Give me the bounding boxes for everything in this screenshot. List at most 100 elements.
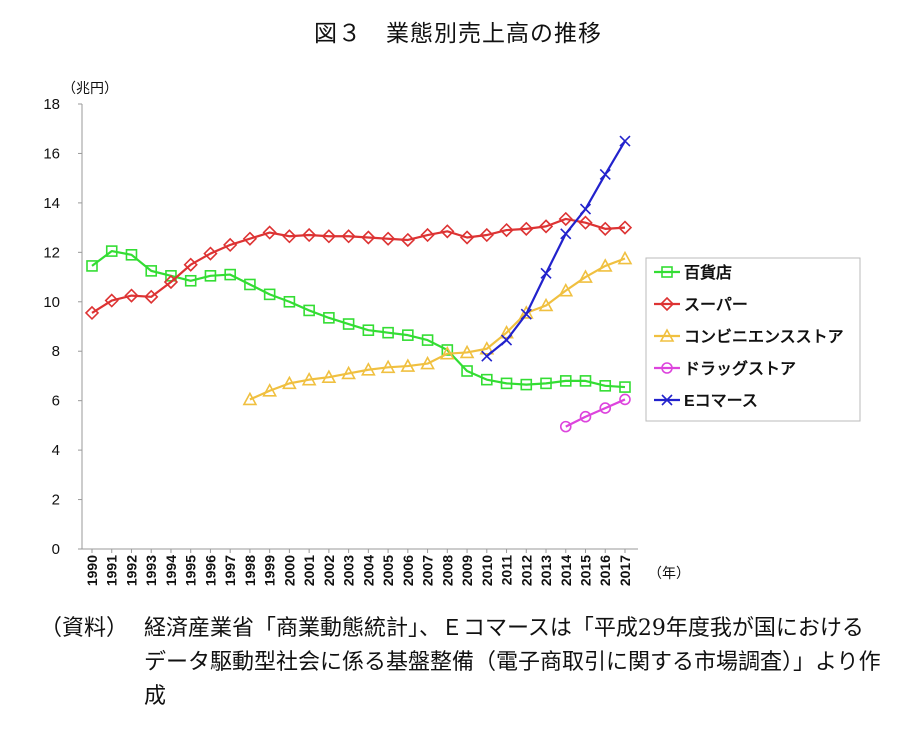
data-point (380, 359, 396, 374)
data-point (499, 325, 514, 339)
data-point (579, 410, 592, 423)
data-point (402, 329, 414, 341)
y-tick-label: 8 (52, 343, 60, 360)
data-point (520, 308, 532, 320)
data-point (421, 334, 434, 346)
data-point (619, 135, 631, 147)
legend-marker (661, 362, 673, 374)
source-text: 経済産業省「商業動態統計」、Ｅコマースは「平成29年度我が国におけるデータ駆動型… (144, 616, 881, 709)
x-tick-label: 2008 (439, 555, 455, 586)
data-point (204, 270, 217, 282)
x-tick-label: 1994 (163, 555, 179, 586)
data-point (538, 297, 554, 312)
y-tick-label: 0 (52, 541, 60, 558)
x-tick-label: 2004 (360, 555, 376, 586)
data-point (244, 278, 256, 291)
data-point (125, 249, 138, 261)
data-point (461, 365, 473, 377)
x-tick-label: 2003 (341, 555, 357, 586)
data-point (599, 380, 612, 392)
data-point (302, 227, 317, 243)
x-tick-label: 2006 (400, 555, 416, 586)
x-tick-label: 2002 (321, 555, 337, 586)
x-tick-label: 1995 (183, 555, 199, 586)
legend-marker (661, 266, 673, 278)
legend-marker (659, 328, 675, 342)
y-tick-label: 4 (52, 442, 60, 459)
x-tick-label: 1992 (123, 555, 139, 586)
x-tick-label: 2013 (538, 555, 554, 586)
data-point (578, 269, 593, 283)
data-point (579, 203, 592, 215)
data-point (480, 373, 493, 386)
y-tick-label: 10 (43, 294, 60, 311)
data-point (361, 362, 376, 376)
data-point (440, 224, 455, 239)
legend-marker (659, 296, 675, 312)
x-tick-label: 2016 (597, 555, 613, 586)
data-point (499, 222, 514, 238)
x-tick-label: 1998 (242, 555, 258, 586)
data-point (479, 341, 495, 355)
data-point (519, 221, 534, 236)
y-ticks: 0 2 4 6 8 10 12 14 16 18 (43, 96, 82, 558)
data-point (86, 260, 98, 272)
legend-label: スーパー (684, 296, 748, 314)
data-point (283, 295, 296, 308)
data-point (282, 375, 297, 390)
series-4 (559, 393, 631, 433)
y-tick-label: 14 (43, 195, 60, 212)
x-unit-label: （年） (648, 565, 690, 581)
data-point (420, 227, 435, 243)
data-point (321, 229, 337, 244)
data-point (342, 318, 355, 330)
series-line (91, 217, 626, 314)
data-point (361, 230, 376, 245)
data-point (400, 358, 416, 372)
data-point (380, 231, 396, 246)
x-tick-label: 1997 (222, 555, 238, 586)
data-point (321, 369, 337, 383)
x-tick-label: 1999 (262, 555, 278, 586)
source-label: （資料） (40, 616, 129, 641)
x-tick-label: 1990 (84, 555, 100, 586)
x-tick-label: 2009 (459, 555, 475, 586)
x-tick-label: 1996 (202, 555, 218, 586)
x-tick-label: 2007 (420, 555, 436, 586)
y-tick-label: 18 (43, 96, 60, 113)
data-point (559, 375, 572, 387)
data-point (104, 293, 119, 308)
data-point (617, 250, 633, 265)
data-point (597, 258, 613, 272)
legend-label: Eコマース (684, 393, 758, 410)
data-point (518, 305, 534, 319)
data-point (459, 230, 475, 245)
x-tick-label: 2011 (499, 555, 515, 586)
x-tick-label: 2015 (578, 555, 594, 586)
data-point (282, 229, 297, 244)
series-line (565, 398, 626, 428)
series-2 (84, 211, 633, 321)
data-point (382, 326, 394, 339)
data-point (578, 215, 593, 230)
data-point (163, 274, 179, 290)
data-point (441, 344, 454, 356)
data-point (579, 375, 592, 387)
series-layer (84, 135, 633, 433)
data-point (559, 420, 572, 433)
data-point (203, 246, 218, 261)
data-point (301, 371, 317, 386)
data-point (619, 381, 631, 393)
y-unit-label: （兆円） (62, 80, 118, 96)
x-tick-label: 1993 (143, 555, 159, 586)
data-point (262, 383, 278, 397)
data-point (124, 288, 139, 303)
data-point (599, 402, 612, 414)
y-tick-label: 12 (43, 244, 60, 261)
series-5 (481, 135, 631, 362)
y-tick-label: 6 (52, 393, 60, 410)
data-point (599, 168, 611, 181)
data-point (184, 274, 197, 287)
